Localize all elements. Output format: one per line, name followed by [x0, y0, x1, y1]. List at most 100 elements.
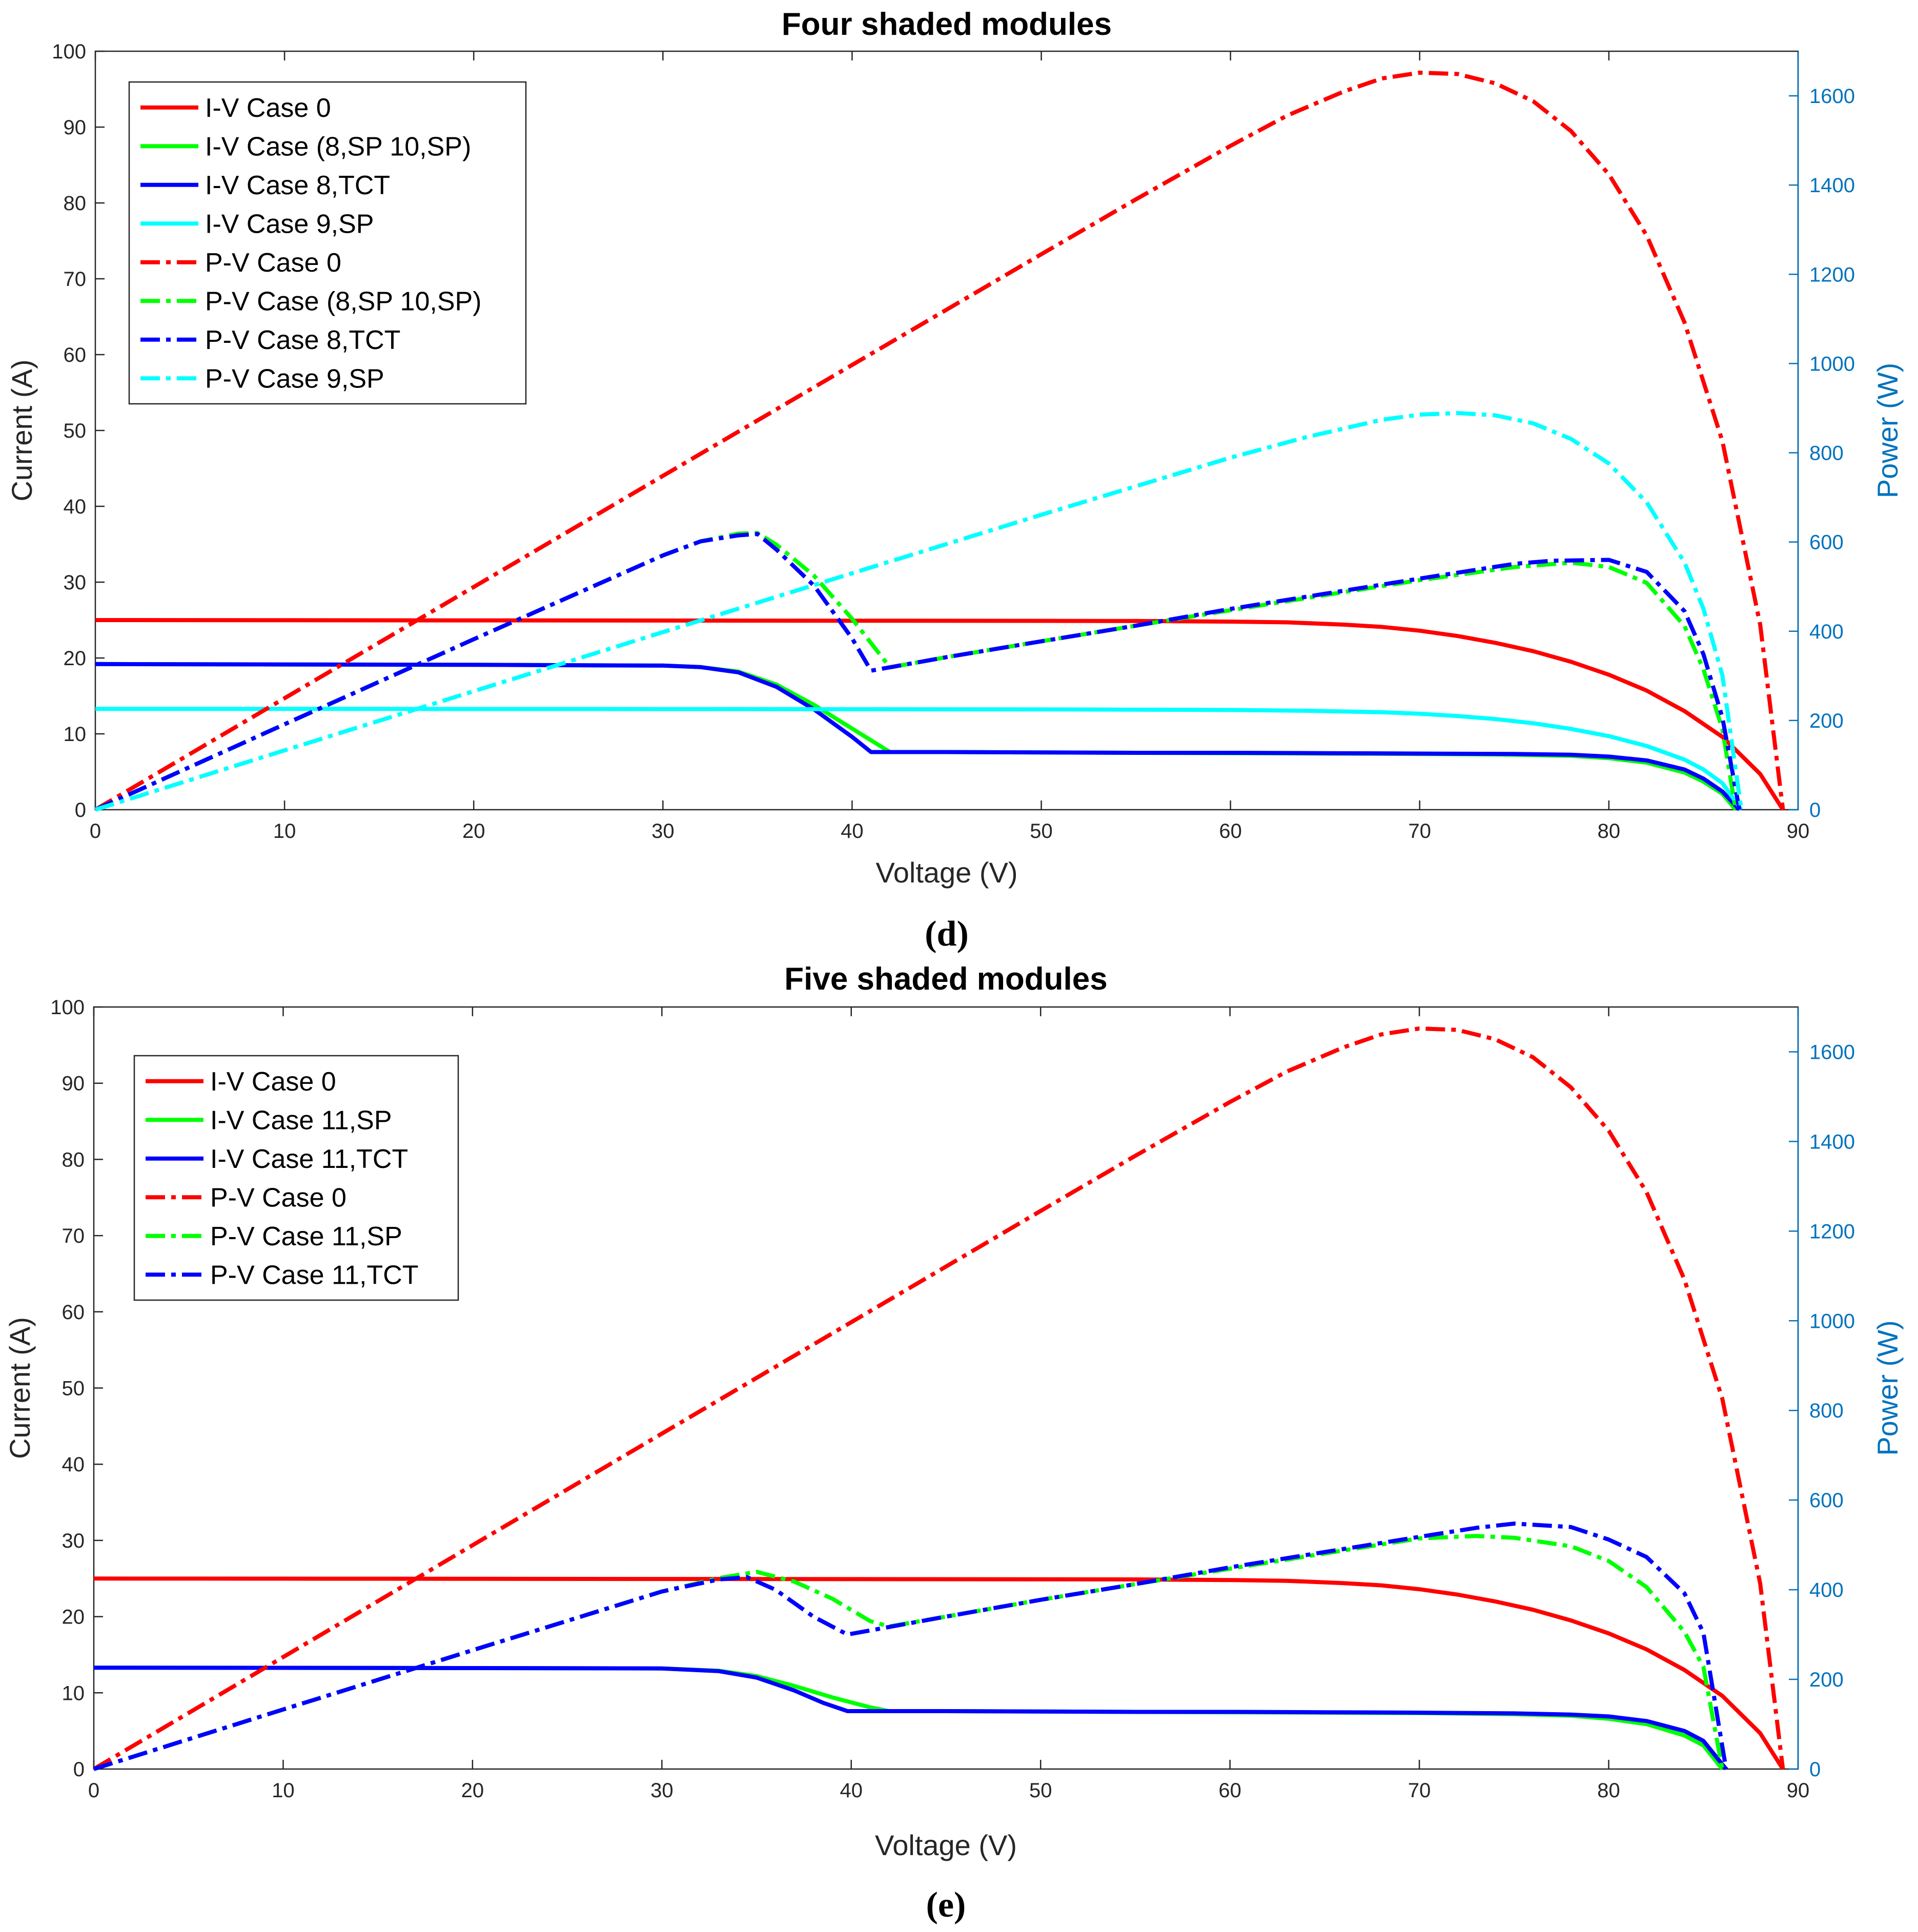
y2-tick-label: 1400	[1809, 1131, 1855, 1153]
y2-tick-label: 1400	[1809, 174, 1855, 197]
chart-title: Four shaded modules	[782, 7, 1112, 42]
x-tick-label: 20	[461, 1779, 484, 1802]
chart-d: 0 10 20 30 40 50 60 70 80 90010203040506070809010…	[6, 7, 1904, 954]
x-axis-label: Voltage (V)	[875, 1829, 1017, 1861]
y-tick-label: 100	[52, 40, 86, 63]
x-tick-label: 30	[651, 820, 675, 842]
y2-tick-label: 0	[1809, 799, 1821, 821]
y2-tick-label: 400	[1809, 621, 1844, 643]
y-tick-label: 60	[62, 1301, 85, 1324]
y2-tick-label: 600	[1809, 531, 1844, 554]
legend-label: I-V Case 11,TCT	[210, 1144, 408, 1174]
legend-label: I-V Case 11,SP	[210, 1105, 392, 1135]
y2-tick-label: 800	[1809, 1400, 1844, 1422]
series-line-i-v-case-9-sp	[95, 707, 1743, 811]
y-tick-label: 50	[62, 1378, 85, 1400]
x-tick-label: 30	[650, 1779, 674, 1802]
legend-label: P-V Case (8,SP 10,SP)	[205, 286, 482, 316]
y-tick-label: 70	[64, 268, 87, 291]
chart-title: Five shaded modules	[784, 961, 1108, 997]
y-tick-label: 10	[64, 723, 87, 746]
x-tick-label: 70	[1408, 1779, 1431, 1802]
legend-label: P-V Case 9,SP	[205, 364, 384, 394]
x-tick-label: 50	[1029, 1779, 1052, 1802]
series-line-i-v-case-11-tct	[93, 1666, 1728, 1771]
series-line-p-v-case-11-tct	[93, 1522, 1728, 1771]
y-tick-label: 90	[64, 116, 87, 139]
legend: I-V Case 0 I-V Case (8,SP 10,SP) I-V Case …	[128, 81, 527, 405]
y2-tick-label: 200	[1809, 710, 1844, 732]
y-tick-label: 50	[64, 420, 87, 442]
x-tick-label: 80	[1597, 1779, 1620, 1802]
y-axis-label: Current (A)	[6, 360, 38, 502]
y-tick-label: 90	[62, 1073, 85, 1095]
panel-caption: (e)	[926, 1885, 966, 1925]
y-tick-label: 30	[62, 1530, 85, 1552]
legend-label: I-V Case 0	[205, 93, 331, 123]
x-tick-label: 90	[1787, 820, 1810, 842]
x-tick-label: 0	[88, 1779, 99, 1802]
chart-e: 0 10 20 30 40 50 60 70 80 90010203040506070809010…	[4, 961, 1904, 1925]
x-tick-label: 60	[1219, 820, 1242, 842]
y-tick-label: 70	[62, 1225, 85, 1247]
legend-label: P-V Case 0	[205, 248, 341, 278]
y2-tick-label: 1200	[1809, 263, 1855, 286]
y-tick-label: 20	[62, 1606, 85, 1629]
y2-tick-label: 1000	[1809, 1310, 1855, 1332]
y-tick-label: 20	[64, 647, 87, 670]
y-tick-label: 30	[64, 571, 87, 594]
series-line-p-v-case-0	[94, 70, 1785, 812]
x-tick-label: 10	[272, 1779, 295, 1802]
x-tick-label: 60	[1218, 1779, 1241, 1802]
series-line-i-v-case-0	[95, 618, 1785, 811]
legend-box	[133, 1055, 459, 1301]
legend-label: P-V Case 11,TCT	[210, 1260, 418, 1290]
y2-tick-label: 200	[1809, 1669, 1844, 1691]
y-tick-label: 40	[62, 1453, 85, 1476]
panel-caption: (d)	[925, 914, 969, 954]
y2-tick-label: 1200	[1809, 1220, 1855, 1243]
legend-box	[128, 81, 527, 405]
y2-tick-label: 1600	[1809, 1041, 1855, 1063]
y2-tick-label: 1000	[1809, 353, 1855, 375]
x-tick-label: 40	[840, 1779, 863, 1802]
legend-label: I-V Case (8,SP 10,SP)	[205, 132, 471, 161]
series-line-p-v-case-0	[92, 1026, 1785, 1771]
y-tick-label: 0	[73, 1758, 85, 1781]
y2-tick-label: 400	[1809, 1579, 1844, 1601]
legend-label: I-V Case 8,TCT	[205, 171, 390, 200]
y-tick-label: 80	[62, 1148, 85, 1171]
series-line-p-v-case-9-sp	[94, 411, 1744, 812]
x-tick-label: 70	[1409, 820, 1432, 842]
x-tick-label: 0	[90, 820, 101, 842]
x-tick-label: 50	[1030, 820, 1053, 842]
y-axis-label: Current (A)	[4, 1317, 36, 1459]
legend-label: P-V Case 11,SP	[210, 1222, 402, 1251]
y-tick-label: 60	[64, 344, 87, 366]
y2-tick-label: 1600	[1809, 85, 1855, 108]
legend-label: I-V Case 9,SP	[205, 209, 374, 239]
y-tick-label: 0	[75, 799, 86, 821]
y2-axis-label: Power (W)	[1871, 1320, 1904, 1455]
x-tick-label: 90	[1787, 1779, 1810, 1802]
y2-axis-label: Power (W)	[1871, 363, 1904, 498]
y2-tick-label: 0	[1809, 1758, 1821, 1781]
legend-label: P-V Case 0	[210, 1183, 346, 1212]
x-tick-label: 40	[841, 820, 864, 842]
y2-tick-label: 800	[1809, 442, 1844, 465]
y-tick-label: 10	[62, 1682, 85, 1704]
x-axis-label: Voltage (V)	[875, 856, 1017, 889]
x-tick-label: 10	[273, 820, 296, 842]
legend-label: P-V Case 8,TCT	[205, 325, 400, 355]
y2-tick-label: 600	[1809, 1489, 1844, 1512]
y-tick-label: 40	[64, 496, 87, 518]
series-line-i-v-case-8-tct	[95, 662, 1741, 811]
x-tick-label: 20	[462, 820, 485, 842]
legend: I-V Case 0 I-V Case 11,SP I-V Case 11,TCT P…	[133, 1055, 459, 1301]
series-line-p-v-case-11-sp	[93, 1534, 1725, 1771]
x-tick-label: 80	[1598, 820, 1621, 842]
y-tick-label: 100	[50, 996, 85, 1019]
legend-label: I-V Case 0	[210, 1067, 336, 1097]
y-tick-label: 80	[64, 192, 87, 215]
